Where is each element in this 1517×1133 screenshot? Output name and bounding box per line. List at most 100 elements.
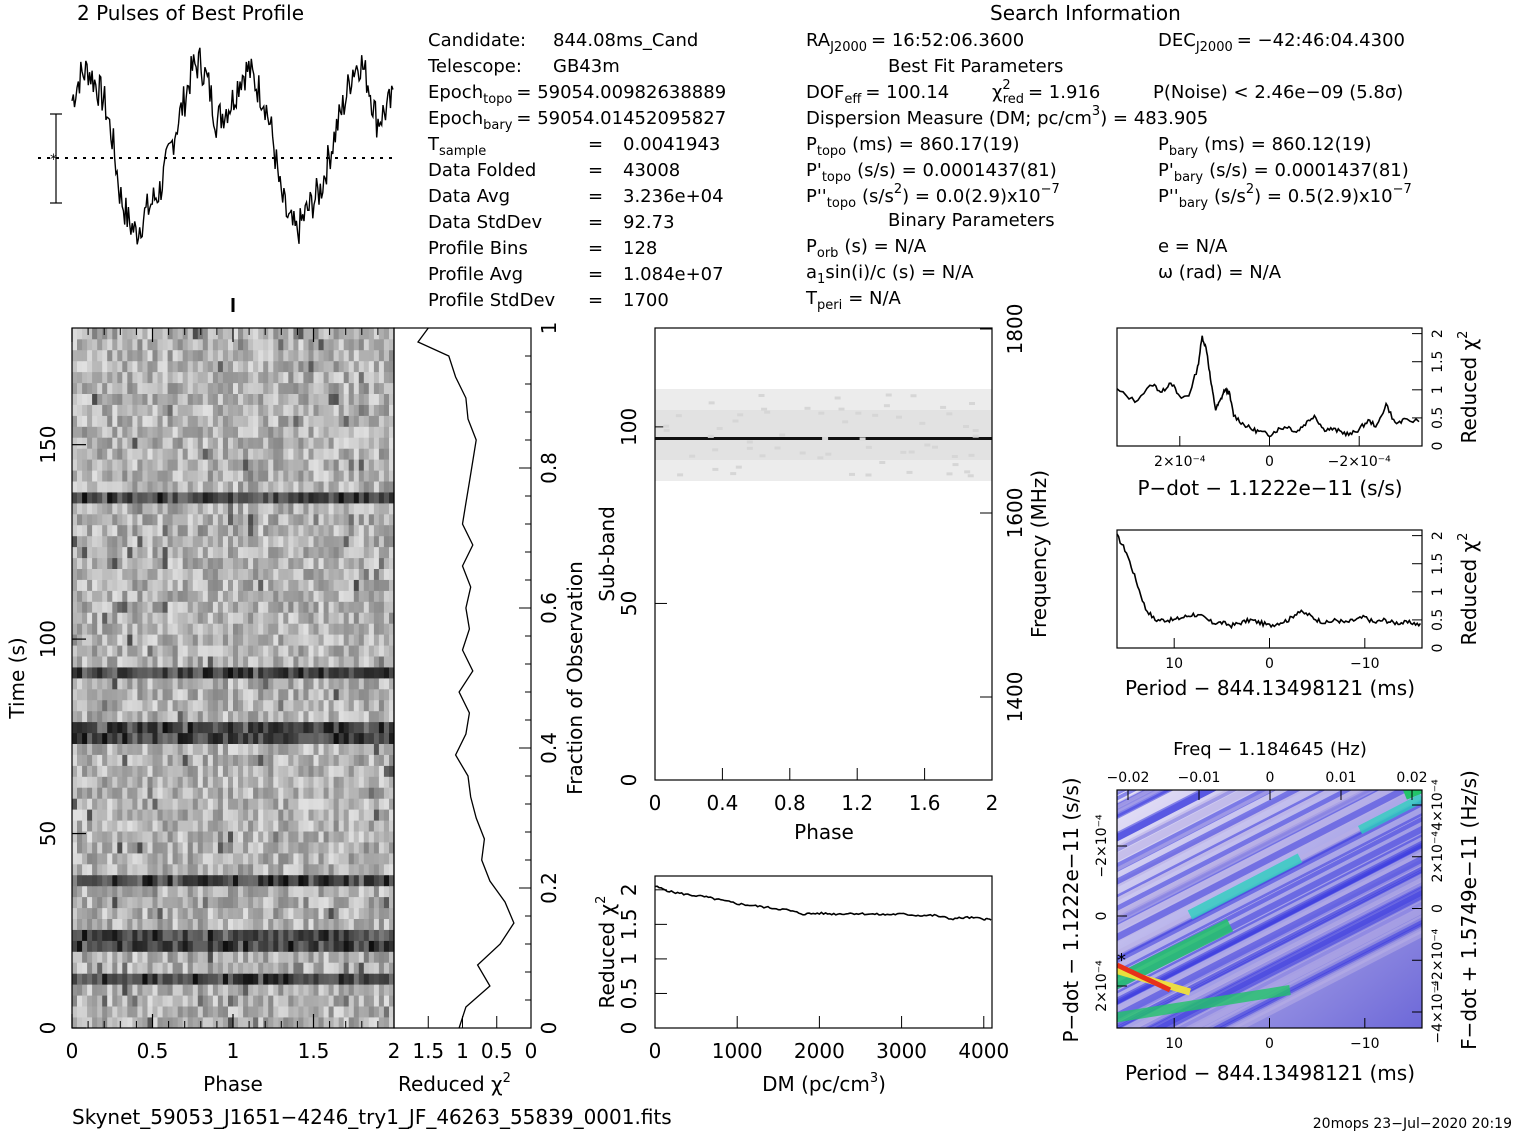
tvp-cell [107,415,113,427]
tvp-cell [162,1017,169,1028]
tvp-cell [358,831,365,843]
ct-xlabel: Period − 844.13498121 (ms) [1125,1061,1415,1085]
tvp-cell [177,404,184,416]
tvp-cell [333,481,340,493]
tvp-cell [238,382,244,394]
tvp-cell [358,688,365,701]
tvp-cell [72,492,78,504]
tvp-cell [389,688,394,701]
tvp-cell [157,754,164,766]
tvp-cell [228,940,234,952]
tvp-cell [338,557,345,569]
tvp-cell [243,459,249,471]
tvp-cell [147,831,154,843]
tvp-cell [318,557,325,569]
tvp-cell [298,382,304,394]
tvp-cell [177,535,184,548]
tvp-cell [87,896,93,909]
tvp-cell [107,721,113,734]
tvp-cell [298,885,304,898]
tvp-cell [293,831,299,843]
tvp-cell [253,360,259,373]
tvp-cell [137,984,143,996]
tvp-cell [97,951,103,963]
tvp-cell [383,590,390,602]
tvp-cell [142,645,148,657]
tvp-cell [97,732,103,744]
tvp-cell [258,492,264,504]
tvp-cell [238,470,244,482]
tvp-cell [263,612,269,624]
tvp-cell [378,962,385,974]
tvp-cell [97,634,103,646]
tvp-cell [217,929,224,941]
tvp-cell [167,874,174,887]
tvp-cell [77,568,83,580]
tvp-cell [328,973,335,985]
tvp-cell [228,590,234,602]
ct-streak-cyan [1187,853,1303,920]
tvp-cell [192,688,199,701]
tvp-cell [378,874,385,887]
tvp-cell [167,688,174,701]
tvp-cell [328,535,335,548]
tvp-cell [293,426,299,438]
tvp-cell [82,940,88,952]
tvp-cell [122,678,128,690]
tvp-cell [82,349,88,362]
tvp-cell [212,404,219,416]
tvp-cell [207,710,214,723]
tvp-cell [248,874,254,887]
tvp-cell [389,940,394,952]
tvp-cell [207,699,214,712]
tvp-cell [293,371,299,384]
tvp-cell [112,1006,118,1018]
tvp-cell [112,546,118,559]
tvp-cell [258,842,264,854]
tvp-cell [333,426,340,438]
tvp-cell [278,995,284,1007]
tvp-cell [303,656,309,668]
tvp-cell [368,896,375,909]
tvp-cell [177,634,184,646]
tvp-cell [318,765,325,777]
tvp-cell [157,874,164,887]
tvp-cell [378,1017,385,1028]
tvp-cell [107,842,113,854]
tvp-cell [212,415,219,427]
tvp-cell [243,546,249,559]
tvp-cell [72,962,78,974]
tvp-cell [167,513,174,526]
tvp-cell [207,415,214,427]
tvp-cell [122,918,128,930]
tvp-cell [333,448,340,460]
tvp-cell [263,973,269,985]
tvp-cell [253,645,259,657]
tvp-cell [142,656,148,668]
tvp-cell [288,404,294,416]
tvp-cell [243,863,249,876]
tvp-cell [288,437,294,449]
tvp-cell [217,831,224,843]
tvp-cell [343,732,350,744]
tvp-cell [348,503,355,515]
sb-blob [689,454,696,458]
tvp-cell [323,503,330,515]
tvp-cell [268,634,274,646]
tvp-cell [243,634,249,646]
tvp-cell [238,437,244,449]
tvp-cell [383,995,390,1007]
tvp-cell [177,743,184,755]
tvp-cell [157,863,164,876]
tvp-cell [238,929,244,941]
tvp-cell [172,940,179,952]
tvp-cell [207,360,214,373]
tvp-cell [233,557,239,569]
tvp-cell [358,568,365,580]
tvp-cell [253,349,259,362]
tvp-cell [368,612,375,624]
tvp-cell [117,863,123,876]
pp-ylabel-sup: 2 [1456,533,1471,541]
tvp-cell [333,831,340,843]
tvp-cell [117,612,123,624]
